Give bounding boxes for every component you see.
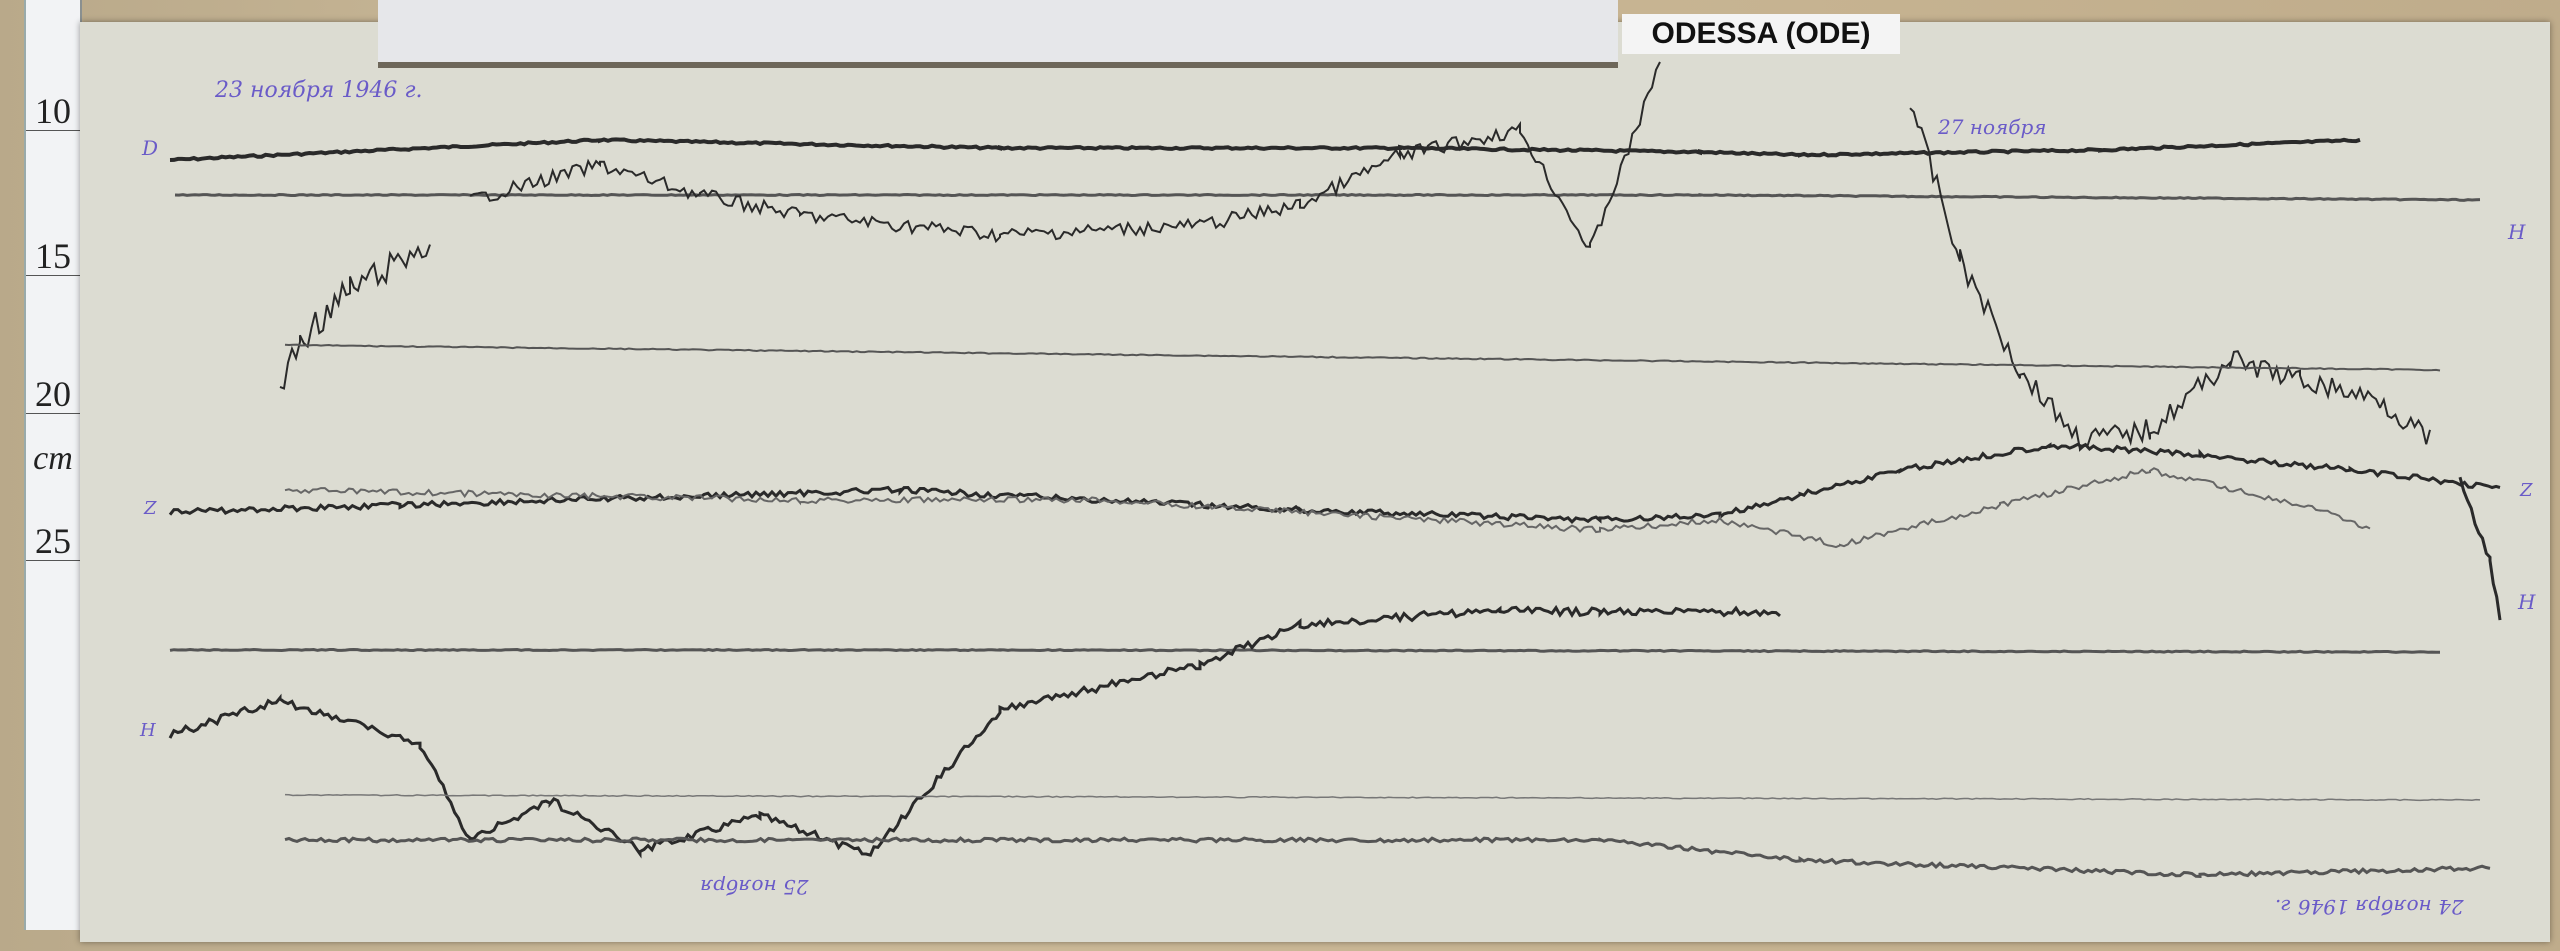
ruler-mark-15: 15 — [35, 236, 71, 276]
h-trace — [469, 61, 1661, 248]
ruler-tick — [26, 413, 80, 414]
date-note: 27 ноября — [1938, 115, 2047, 139]
trace-label: Z — [2520, 480, 2533, 501]
h-trace-storm — [2458, 476, 2502, 621]
baseline-trace — [284, 343, 2441, 372]
trace-label: Z — [144, 498, 157, 519]
h-trace-segment — [279, 244, 431, 390]
trace-label: H — [2518, 590, 2536, 614]
ruler-mark-25: 25 — [35, 521, 71, 561]
trace-label: H — [2508, 220, 2526, 244]
h-trace-storm — [1909, 107, 2431, 452]
station-label: ODESSA (ODE) — [1622, 14, 1900, 54]
ruler-tick — [26, 560, 80, 561]
baseline-trace — [284, 793, 2481, 802]
z-trace — [168, 442, 2501, 525]
ruler-unit: cm — [33, 440, 73, 477]
ruler-mark-10: 10 — [35, 91, 71, 131]
baseline-trace — [169, 137, 2361, 162]
z-trace — [284, 467, 2371, 549]
trace-label: H — [140, 720, 156, 741]
measuring-ruler: 10 15 20 cm 25 — [24, 0, 82, 930]
ruler-mark-20: 20 — [35, 374, 71, 414]
trace-label: D — [142, 136, 159, 160]
date-note: 23 ноября 1946 г. — [215, 78, 423, 103]
h-trace-lower — [168, 604, 1781, 859]
baseline-trace — [284, 836, 2491, 878]
magnetogram-sheet — [80, 22, 2550, 942]
baseline-trace — [174, 192, 2481, 202]
overlay-strip — [378, 0, 1618, 68]
baseline-trace — [169, 647, 2440, 654]
ruler-tick — [26, 130, 80, 131]
ruler-tick — [26, 275, 80, 276]
